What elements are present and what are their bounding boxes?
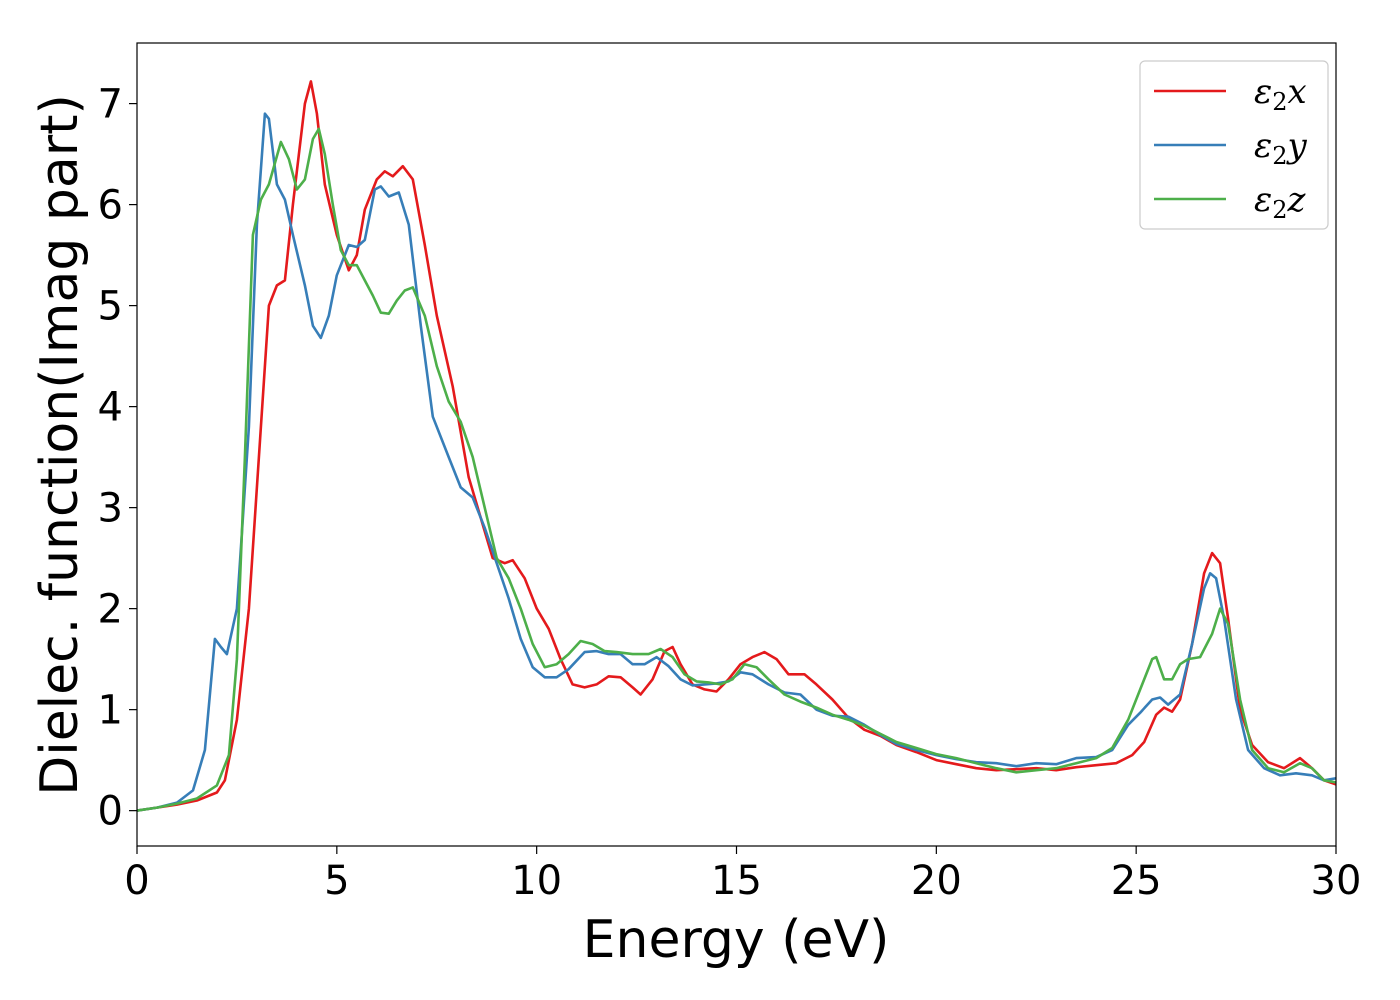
plot-area [137, 80, 1336, 812]
x-tick-label: 20 [911, 858, 962, 904]
y-tick-label: 7 [98, 82, 123, 128]
y-tick-label: 2 [98, 587, 123, 633]
axes: 0 5 10 15 20 25 30 0 1 2 3 4 5 6 7 [98, 42, 1362, 904]
x-tick-label: 10 [511, 858, 562, 904]
y-tick-label: 5 [98, 284, 123, 330]
y-tick-label: 0 [98, 789, 123, 835]
y-tick-label: 6 [98, 183, 123, 229]
series-line-x [137, 80, 1336, 812]
x-tick-label: 15 [711, 858, 762, 904]
legend-box [1139, 60, 1329, 230]
y-axis-title: Dielec. function(Imag part) [30, 94, 90, 796]
series-line-z [137, 127, 1336, 812]
x-tick-label: 5 [324, 858, 349, 904]
legend-label-z: ε2z [1254, 180, 1307, 224]
x-tick-label: 0 [124, 858, 149, 904]
y-tick-label: 4 [98, 385, 123, 431]
y-tick-label: 3 [98, 486, 123, 532]
legend-label-y: ε2y [1254, 126, 1308, 170]
series-line-y [137, 112, 1336, 812]
x-tick-label: 25 [1111, 858, 1162, 904]
legend-label-x: ε2x [1254, 72, 1307, 116]
x-axis-title: Energy (eV) [583, 910, 890, 970]
x-tick-label: 30 [1311, 858, 1362, 904]
legend: ε2x ε2y ε2z [1139, 60, 1329, 230]
y-tick-label: 1 [98, 688, 123, 734]
